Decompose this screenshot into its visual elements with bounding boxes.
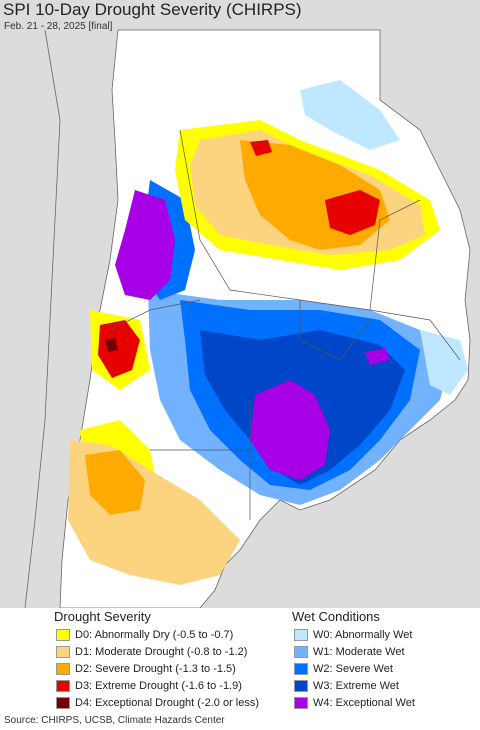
legend-item-d4: D4: Exceptional Drought (-2.0 or less) — [56, 695, 259, 710]
legend-label-w1: W1: Moderate Wet — [313, 645, 405, 658]
d1-swatch — [56, 645, 70, 658]
legend-label-w2: W2: Severe Wet — [313, 662, 393, 675]
d3-swatch — [56, 679, 70, 692]
d4-region — [105, 338, 118, 352]
source-credit: Source: CHIRPS, UCSB, Climate Hazards Ce… — [4, 715, 225, 726]
legend-item-w1: W1: Moderate Wet — [294, 644, 405, 659]
w4-region-center — [250, 380, 330, 480]
w0-region-east — [420, 330, 468, 395]
map-subtitle: Feb. 21 - 28, 2025 [final] — [4, 21, 113, 32]
w4-swatch — [294, 696, 308, 709]
admin-borders — [109, 129, 461, 520]
legend-label-d1: D1: Moderate Drought (-0.8 to -1.2) — [75, 645, 248, 658]
legend-item-w4: W4: Exceptional Wet — [294, 695, 415, 710]
legend-label-d3: D3: Extreme Drought (-1.6 to -1.9) — [75, 679, 242, 692]
chile-coast — [24, 29, 61, 608]
w0-swatch — [294, 628, 308, 641]
w1-swatch — [294, 645, 308, 658]
legend-item-d0: D0: Abnormally Dry (-0.5 to -0.7) — [56, 627, 233, 642]
map-area: SPI 10-Day Drought Severity (CHIRPS) Feb… — [0, 0, 480, 608]
d2-region-south — [85, 450, 145, 515]
legend-label-d2: D2: Severe Drought (-1.3 to -1.5) — [75, 662, 236, 675]
d3-region-north-small — [250, 140, 272, 156]
d3-region-west — [98, 320, 140, 378]
map-title: SPI 10-Day Drought Severity (CHIRPS) — [3, 0, 302, 19]
legend-item-w2: W2: Severe Wet — [294, 661, 393, 676]
w2-swatch — [294, 662, 308, 675]
wet-legend-heading: Wet Conditions — [292, 609, 380, 624]
legend-label-d4: D4: Exceptional Drought (-2.0 or less) — [75, 696, 260, 709]
legend-item-d1: D1: Moderate Drought (-0.8 to -1.2) — [56, 644, 247, 659]
drought-map — [24, 29, 471, 608]
d3-region-north — [325, 190, 380, 235]
d0-swatch — [56, 628, 70, 641]
w3-swatch — [294, 679, 308, 692]
drought-legend-heading: Drought Severity — [54, 609, 151, 624]
w4-region-west — [115, 190, 175, 300]
legend-label-w0: W0: Abnormally Wet — [313, 628, 413, 641]
legend-item-w3: W3: Extreme Wet — [294, 678, 399, 693]
legend-label-d0: D0: Abnormally Dry (-0.5 to -0.7) — [75, 628, 234, 641]
legend: Drought Severity Wet Conditions D0: Abno… — [0, 608, 480, 712]
legend-item-w0: W0: Abnormally Wet — [294, 627, 412, 642]
legend-label-w3: W3: Extreme Wet — [313, 679, 399, 692]
legend-item-d3: D3: Extreme Drought (-1.6 to -1.9) — [56, 678, 242, 693]
legend-item-d2: D2: Severe Drought (-1.3 to -1.5) — [56, 661, 236, 676]
d4-swatch — [56, 696, 70, 709]
d2-swatch — [56, 662, 70, 675]
legend-label-w4: W4: Exceptional Wet — [313, 696, 415, 709]
w4-region-east — [365, 348, 390, 365]
w0-region — [300, 80, 400, 150]
